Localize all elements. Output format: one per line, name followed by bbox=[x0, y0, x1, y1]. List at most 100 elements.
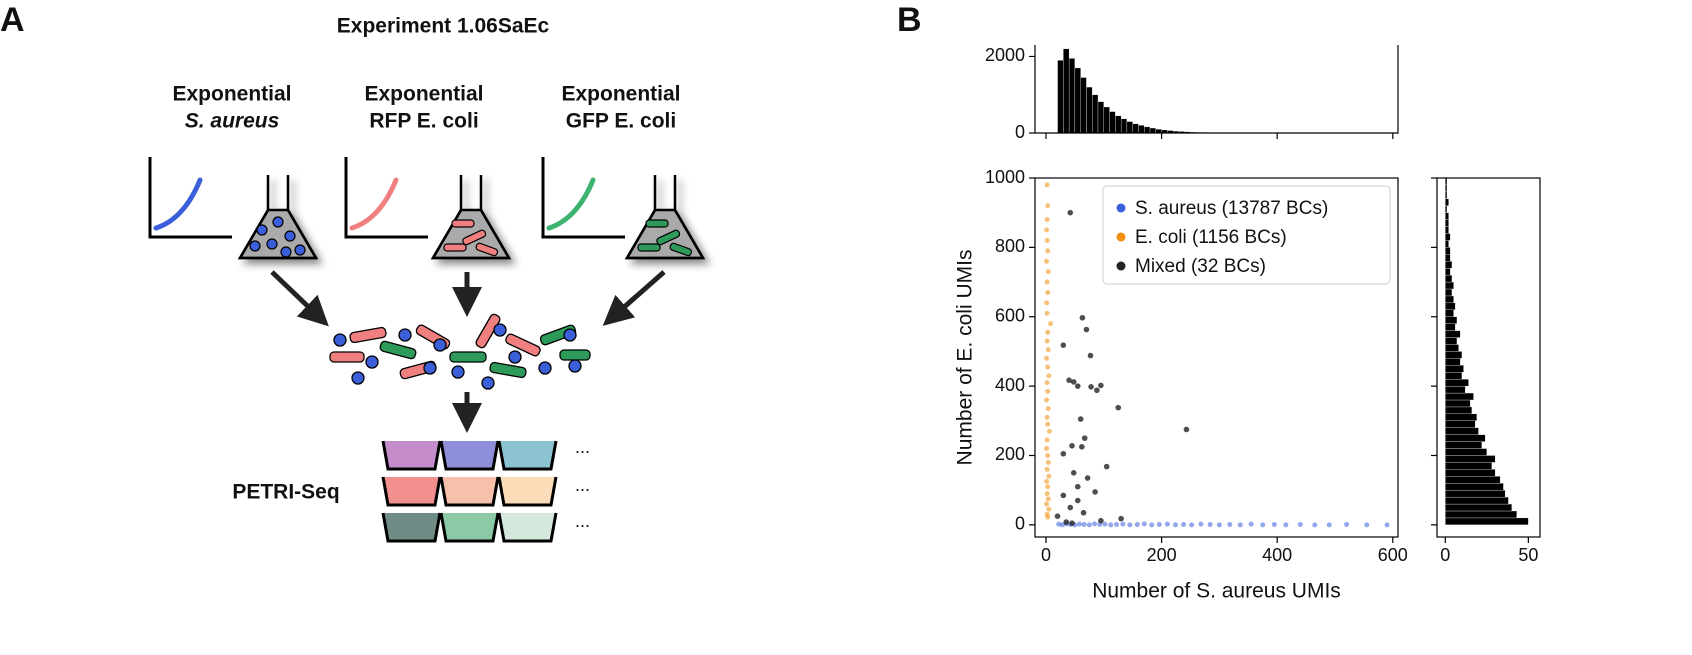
histogram-bar bbox=[1445, 295, 1454, 304]
point bbox=[1172, 522, 1178, 528]
point bbox=[1044, 310, 1050, 316]
histogram-bar bbox=[1445, 233, 1451, 241]
point bbox=[1045, 203, 1051, 209]
histogram-bar bbox=[1445, 476, 1501, 484]
point bbox=[1260, 522, 1266, 528]
point bbox=[1045, 484, 1051, 490]
x-tick-label: 0 bbox=[1440, 545, 1450, 565]
point bbox=[1044, 414, 1050, 420]
point bbox=[1045, 388, 1051, 394]
point bbox=[1227, 522, 1233, 528]
point bbox=[1044, 217, 1050, 223]
point bbox=[1045, 421, 1051, 427]
legend-label: E. coli (1156 BCs) bbox=[1135, 227, 1287, 248]
y-tick-label: 0 bbox=[1015, 122, 1025, 142]
point bbox=[1046, 506, 1052, 512]
histogram-bar bbox=[1445, 191, 1448, 199]
histogram-bar bbox=[1445, 503, 1512, 512]
histogram-bar bbox=[1445, 316, 1458, 324]
point bbox=[1044, 227, 1050, 233]
histogram-bar bbox=[1445, 372, 1463, 380]
point bbox=[1060, 342, 1067, 348]
panel-label: A bbox=[0, 1, 25, 39]
histogram-bar bbox=[1445, 351, 1463, 359]
point bbox=[1237, 522, 1243, 528]
point bbox=[1045, 496, 1051, 502]
point bbox=[1271, 522, 1277, 528]
wells bbox=[381, 440, 558, 543]
histogram-bar bbox=[1057, 60, 1064, 134]
histogram-bar bbox=[1068, 58, 1076, 134]
histogram-bar bbox=[1109, 111, 1116, 134]
legend-marker bbox=[1116, 261, 1126, 271]
histogram-bar bbox=[1144, 126, 1151, 134]
point bbox=[1077, 416, 1084, 422]
point bbox=[1044, 511, 1050, 517]
histogram-bar bbox=[1445, 455, 1496, 463]
histogram-bar bbox=[1445, 254, 1451, 262]
y-tick-label: 0 bbox=[1015, 514, 1025, 534]
point bbox=[1045, 364, 1051, 370]
point bbox=[1114, 522, 1120, 528]
histogram-bar bbox=[1445, 483, 1504, 491]
point bbox=[1070, 470, 1077, 476]
point bbox=[1102, 521, 1108, 527]
point bbox=[1164, 521, 1170, 527]
plots: 0 200 400 600 0 200 400 600 800 1000 Number of S. … bbox=[954, 45, 1541, 603]
histogram-bar bbox=[1445, 517, 1529, 526]
condition-label: Exponential bbox=[364, 83, 483, 106]
point bbox=[1149, 522, 1155, 528]
histogram-bar bbox=[1445, 448, 1487, 456]
point bbox=[1086, 522, 1092, 528]
histogram-bar bbox=[1445, 198, 1449, 206]
point bbox=[1183, 426, 1190, 433]
axes-frame bbox=[1034, 177, 1399, 538]
point bbox=[1094, 387, 1100, 394]
histogram-bar bbox=[1445, 281, 1454, 290]
point bbox=[1092, 489, 1098, 495]
point bbox=[1063, 519, 1070, 525]
ellipsis: ... bbox=[575, 437, 590, 457]
point bbox=[1044, 338, 1050, 344]
axes-frame bbox=[1436, 177, 1541, 538]
x-tick-label: 400 bbox=[1262, 545, 1292, 565]
histogram-bar bbox=[1115, 115, 1122, 134]
point bbox=[1108, 522, 1114, 528]
histogram-bar bbox=[1149, 127, 1156, 134]
histogram-bar bbox=[1445, 323, 1456, 331]
histogram-bar bbox=[1445, 274, 1453, 283]
histogram-bar bbox=[1132, 123, 1139, 134]
panel-label: B bbox=[897, 1, 922, 39]
condition-label: Exponential bbox=[172, 83, 291, 106]
point bbox=[1044, 182, 1050, 188]
histogram-bar bbox=[1445, 240, 1449, 248]
histogram-bar bbox=[1445, 399, 1471, 408]
point bbox=[1189, 522, 1195, 528]
point bbox=[1312, 522, 1318, 528]
point bbox=[1044, 237, 1050, 243]
histogram-bar bbox=[1103, 106, 1110, 134]
point bbox=[1081, 435, 1088, 441]
point bbox=[1181, 522, 1187, 528]
histogram-bar bbox=[1445, 365, 1464, 373]
histogram-bar bbox=[1445, 261, 1453, 269]
point bbox=[1118, 515, 1124, 522]
point bbox=[1115, 404, 1122, 411]
point bbox=[1044, 491, 1050, 497]
x-tick-label: 200 bbox=[1147, 545, 1177, 565]
point bbox=[1103, 463, 1110, 470]
point bbox=[1344, 522, 1350, 528]
histogram-bar bbox=[1445, 406, 1473, 415]
x-axis-label: Number of S. aureus UMIs bbox=[1092, 580, 1341, 603]
point bbox=[1045, 269, 1051, 275]
point bbox=[1044, 437, 1050, 443]
point bbox=[1070, 379, 1077, 385]
point bbox=[1069, 442, 1075, 449]
histogram-bar bbox=[1445, 302, 1456, 310]
point bbox=[1044, 479, 1050, 485]
histogram-bar bbox=[1445, 413, 1478, 421]
histogram-bar bbox=[1086, 86, 1093, 134]
histogram-bar bbox=[1074, 67, 1081, 134]
histogram-bar bbox=[1445, 427, 1479, 435]
histogram-bar bbox=[1445, 379, 1469, 387]
